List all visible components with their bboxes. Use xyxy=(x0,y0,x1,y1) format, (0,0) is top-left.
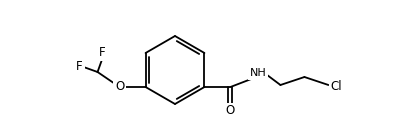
Text: O: O xyxy=(226,105,235,117)
Text: O: O xyxy=(115,81,124,93)
Text: F: F xyxy=(76,60,83,72)
Text: F: F xyxy=(99,46,106,60)
Text: Cl: Cl xyxy=(331,81,342,93)
Text: NH: NH xyxy=(250,68,267,78)
